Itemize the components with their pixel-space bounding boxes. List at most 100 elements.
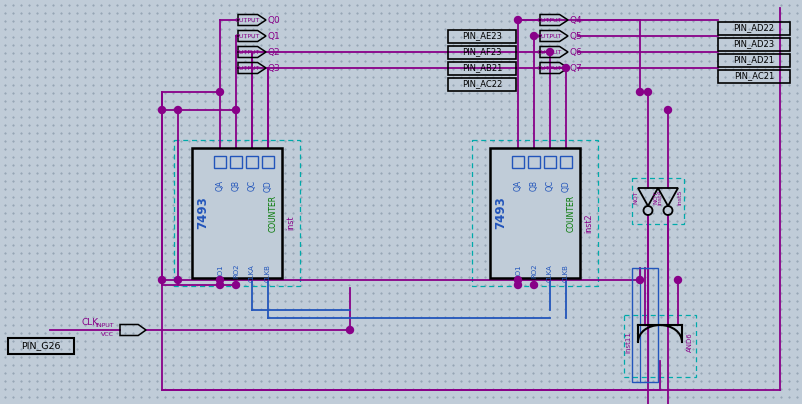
Circle shape [175,276,181,284]
Text: COUNTER: COUNTER [566,194,576,231]
Bar [718,69,790,82]
Circle shape [515,17,521,23]
Text: NOT: NOT [654,190,658,204]
Text: OUTPUT: OUTPUT [537,17,562,23]
Text: VCC: VCC [101,332,114,337]
Text: Q5: Q5 [570,32,583,40]
Text: inst2: inst2 [584,213,593,233]
Text: QD: QD [561,180,570,192]
Text: RO1: RO1 [217,264,223,279]
Bar [718,53,790,67]
Text: OUTPUT: OUTPUT [537,34,562,38]
Circle shape [546,48,553,55]
Text: OUTPUT: OUTPUT [537,50,562,55]
Text: inst: inst [286,216,295,230]
Text: OUTPUT: OUTPUT [235,50,261,55]
Bar [230,156,242,168]
Circle shape [233,282,240,288]
Text: PIN_AC21: PIN_AC21 [734,72,774,80]
Text: PIN_AC22: PIN_AC22 [462,80,502,88]
Bar [174,140,300,286]
Bar [448,78,516,90]
Text: PIN_AD23: PIN_AD23 [734,40,775,48]
Text: Q3: Q3 [268,63,281,72]
Circle shape [217,276,224,284]
Circle shape [637,276,643,284]
Bar [624,315,696,377]
Bar [448,61,516,74]
Text: Q6: Q6 [570,48,583,57]
Text: PIN_AB21: PIN_AB21 [462,63,502,72]
Circle shape [665,107,671,114]
Bar [632,268,658,382]
Text: CLKA: CLKA [547,264,553,282]
Text: Q0: Q0 [268,15,281,25]
Bar [718,38,790,50]
Text: INPUT: INPUT [95,323,114,328]
Text: PIN_AD21: PIN_AD21 [734,55,775,65]
Text: QD: QD [264,180,273,192]
Text: inst5: inst5 [678,189,683,205]
Text: PIN_AD22: PIN_AD22 [734,23,775,32]
Text: OUTPUT: OUTPUT [235,65,261,71]
Text: PIN_G26: PIN_G26 [21,341,61,351]
Circle shape [515,276,521,284]
Bar [246,156,258,168]
Text: Q4: Q4 [570,15,582,25]
Text: CLKA: CLKA [249,264,255,282]
Text: RO2: RO2 [531,264,537,278]
Text: CLK: CLK [82,318,99,327]
Bar [448,29,516,42]
Circle shape [637,88,643,95]
Circle shape [530,32,537,40]
Bar [8,338,74,354]
Text: QB: QB [232,180,241,191]
Text: PIN_AE23: PIN_AE23 [462,32,502,40]
Bar [528,156,540,168]
Text: QC: QC [545,180,554,191]
Circle shape [159,107,165,114]
Bar [262,156,274,168]
Bar [214,156,226,168]
Text: OUTPUT: OUTPUT [235,34,261,38]
Text: QA: QA [216,180,225,191]
Circle shape [346,326,354,333]
Circle shape [159,276,165,284]
Circle shape [645,88,651,95]
Text: 7493: 7493 [196,197,209,229]
Circle shape [217,282,224,288]
Text: PIN_AF23: PIN_AF23 [462,48,502,57]
Text: 7493: 7493 [495,197,508,229]
Bar [512,156,524,168]
Bar [472,140,598,286]
Text: COUNTER: COUNTER [269,194,277,231]
Circle shape [562,65,569,72]
Bar [490,148,580,278]
Text: QC: QC [248,180,257,191]
Circle shape [233,107,240,114]
Text: inst4: inst4 [658,189,662,205]
Text: CLKB: CLKB [563,264,569,282]
Text: QB: QB [529,180,538,191]
Text: inst11: inst11 [625,331,631,353]
Bar [544,156,556,168]
Text: RO1: RO1 [515,264,521,279]
Text: AND6: AND6 [687,332,693,352]
Text: Q7: Q7 [570,63,583,72]
Circle shape [530,282,537,288]
Text: OUTPUT: OUTPUT [235,17,261,23]
Text: QA: QA [513,180,522,191]
Bar [632,178,684,224]
Text: Q1: Q1 [268,32,281,40]
Text: Q2: Q2 [268,48,281,57]
Bar [718,21,790,34]
Text: RO2: RO2 [233,264,239,278]
Circle shape [515,282,521,288]
Circle shape [175,107,181,114]
Text: NOT: NOT [634,190,638,204]
Text: OUTPUT: OUTPUT [537,65,562,71]
Circle shape [674,276,682,284]
Bar [560,156,572,168]
Circle shape [217,88,224,95]
Bar [192,148,282,278]
